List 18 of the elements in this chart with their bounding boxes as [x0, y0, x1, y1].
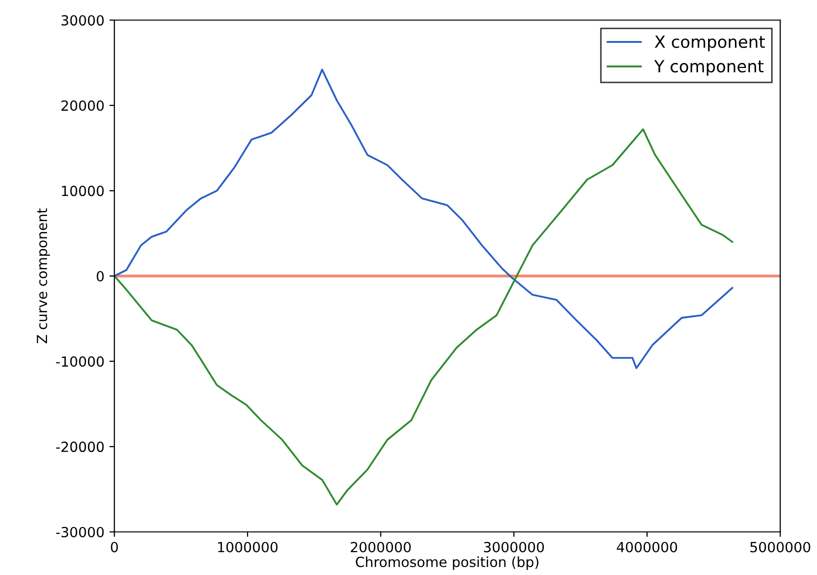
- y-tick-label: -30000: [56, 526, 104, 538]
- x-axis-title: Chromosome position (bp): [356, 556, 538, 570]
- x-tick-label: 3000000: [484, 542, 544, 552]
- x-tick-label: 2000000: [350, 542, 411, 552]
- y-tick-label: -20000: [56, 442, 104, 452]
- y-tick-label: 0: [96, 270, 104, 282]
- x-tick-label: 1000000: [218, 542, 278, 552]
- legend-label: Y component: [654, 60, 764, 76]
- y-axis-title: Z curve component: [36, 208, 50, 344]
- legend-label: X component: [654, 36, 765, 52]
- x-tick-label: 4000000: [616, 542, 678, 552]
- x-tick-label: 5000000: [750, 542, 810, 552]
- y-tick-label: 20000: [61, 100, 104, 111]
- x-tick-label: 0: [110, 542, 118, 552]
- y-tick-label: -10000: [56, 356, 104, 367]
- y-tick-label: 10000: [62, 186, 104, 196]
- line-series: [114, 128, 734, 506]
- y-tick-label: 30000: [62, 15, 104, 26]
